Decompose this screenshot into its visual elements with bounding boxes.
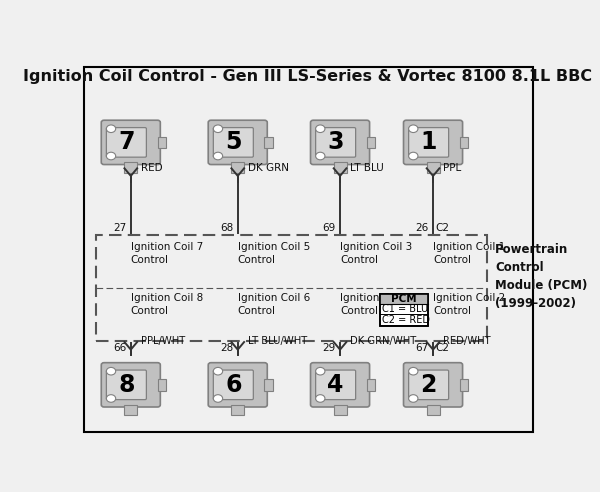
Bar xyxy=(367,379,375,391)
Text: 8: 8 xyxy=(118,373,134,397)
Circle shape xyxy=(214,395,223,402)
Text: 29: 29 xyxy=(322,343,335,353)
Text: Powertrain
Control
Module (PCM)
(1999-2002): Powertrain Control Module (PCM) (1999-20… xyxy=(495,244,587,310)
Bar xyxy=(158,137,166,148)
FancyBboxPatch shape xyxy=(101,120,160,164)
Bar xyxy=(334,162,347,173)
Text: PPL: PPL xyxy=(443,162,461,173)
Bar xyxy=(460,379,468,391)
FancyBboxPatch shape xyxy=(96,235,487,341)
Text: PPL/WHT: PPL/WHT xyxy=(141,336,185,346)
FancyBboxPatch shape xyxy=(316,127,356,157)
Text: Ignition Coil 8
Control: Ignition Coil 8 Control xyxy=(131,293,203,316)
Text: 2: 2 xyxy=(421,373,437,397)
Text: LT BLU/WHT: LT BLU/WHT xyxy=(248,336,307,346)
Bar xyxy=(367,137,375,148)
FancyBboxPatch shape xyxy=(106,370,146,400)
Circle shape xyxy=(106,152,116,160)
Circle shape xyxy=(316,152,325,160)
FancyBboxPatch shape xyxy=(409,370,449,400)
Text: Ignition Coil 4
Control: Ignition Coil 4 Control xyxy=(340,293,412,316)
Circle shape xyxy=(409,368,418,375)
Text: 4: 4 xyxy=(328,373,344,397)
Text: DK GRN/WHT: DK GRN/WHT xyxy=(350,336,416,346)
Text: 27: 27 xyxy=(113,223,126,233)
Text: C1 = BLU: C1 = BLU xyxy=(382,304,428,314)
Text: RED/WHT: RED/WHT xyxy=(443,336,491,346)
Text: C2: C2 xyxy=(435,343,449,353)
Circle shape xyxy=(106,125,116,132)
Text: 67: 67 xyxy=(415,343,428,353)
FancyBboxPatch shape xyxy=(311,120,370,164)
Bar xyxy=(124,405,137,415)
Bar xyxy=(380,294,428,326)
Text: 6: 6 xyxy=(225,373,242,397)
Text: C2 = RED: C2 = RED xyxy=(382,315,430,325)
Bar xyxy=(460,137,468,148)
Text: 5: 5 xyxy=(225,130,242,154)
Text: 26: 26 xyxy=(415,223,428,233)
Circle shape xyxy=(316,395,325,402)
Text: 3: 3 xyxy=(328,130,344,154)
Circle shape xyxy=(214,125,223,132)
Text: LT BLU: LT BLU xyxy=(350,162,384,173)
Circle shape xyxy=(409,395,418,402)
Text: DK GRN: DK GRN xyxy=(248,162,289,173)
Text: Ignition Coil 5
Control: Ignition Coil 5 Control xyxy=(238,242,310,265)
Text: PCM: PCM xyxy=(391,294,417,304)
Text: RED: RED xyxy=(141,162,163,173)
Bar xyxy=(265,379,273,391)
Bar xyxy=(231,162,244,173)
Bar xyxy=(231,405,244,415)
Bar xyxy=(427,162,440,173)
Bar xyxy=(427,405,440,415)
FancyBboxPatch shape xyxy=(101,363,160,407)
FancyBboxPatch shape xyxy=(404,120,463,164)
Circle shape xyxy=(214,152,223,160)
Text: 66: 66 xyxy=(113,343,126,353)
Text: Ignition Coil 7
Control: Ignition Coil 7 Control xyxy=(131,242,203,265)
FancyBboxPatch shape xyxy=(316,370,356,400)
FancyBboxPatch shape xyxy=(409,127,449,157)
Bar xyxy=(124,162,137,173)
FancyBboxPatch shape xyxy=(208,120,267,164)
FancyBboxPatch shape xyxy=(106,127,146,157)
Bar xyxy=(334,405,347,415)
Text: 1: 1 xyxy=(421,130,437,154)
Text: 69: 69 xyxy=(322,223,335,233)
Text: C2: C2 xyxy=(435,223,449,233)
FancyBboxPatch shape xyxy=(311,363,370,407)
Text: Ignition Coil Control - Gen III LS-Series & Vortec 8100 8.1L BBC: Ignition Coil Control - Gen III LS-Serie… xyxy=(23,68,592,84)
Circle shape xyxy=(409,125,418,132)
Circle shape xyxy=(106,368,116,375)
Circle shape xyxy=(316,125,325,132)
FancyBboxPatch shape xyxy=(84,66,533,432)
FancyBboxPatch shape xyxy=(214,127,253,157)
Circle shape xyxy=(316,368,325,375)
FancyBboxPatch shape xyxy=(214,370,253,400)
Text: 68: 68 xyxy=(220,223,233,233)
Text: Ignition Coil 3
Control: Ignition Coil 3 Control xyxy=(340,242,412,265)
Bar xyxy=(380,294,428,304)
Text: Ignition Coil 6
Control: Ignition Coil 6 Control xyxy=(238,293,310,316)
Bar xyxy=(265,137,273,148)
Bar xyxy=(158,379,166,391)
Text: 28: 28 xyxy=(220,343,233,353)
FancyBboxPatch shape xyxy=(208,363,267,407)
FancyBboxPatch shape xyxy=(404,363,463,407)
Circle shape xyxy=(106,395,116,402)
Bar xyxy=(380,294,428,326)
Text: Ignition Coil 2
Control: Ignition Coil 2 Control xyxy=(433,293,505,316)
Circle shape xyxy=(409,152,418,160)
Text: 7: 7 xyxy=(118,130,134,154)
Text: Ignition Coil 1
Control: Ignition Coil 1 Control xyxy=(433,242,505,265)
Circle shape xyxy=(214,368,223,375)
